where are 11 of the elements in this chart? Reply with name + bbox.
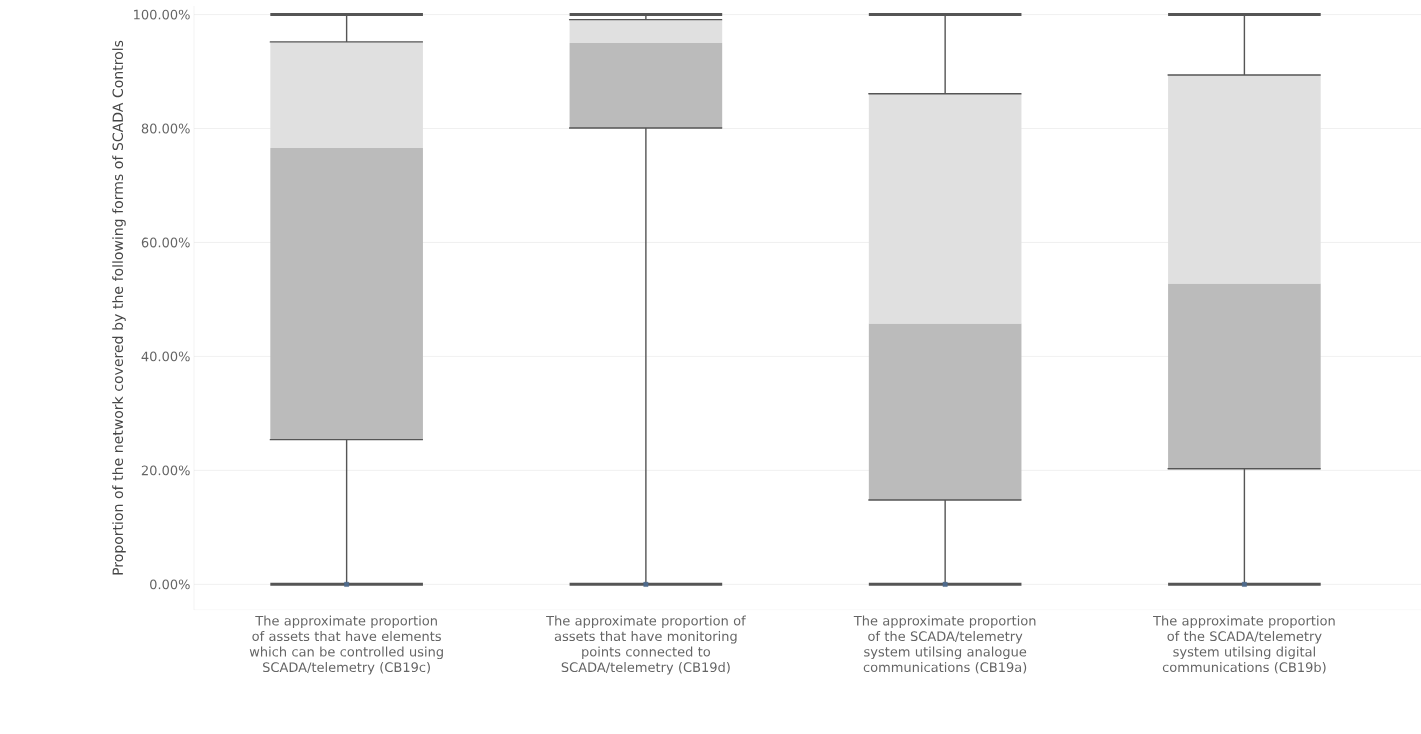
y-tick-label: 80.00%	[141, 123, 190, 134]
y-tick-label: 60.00%	[141, 237, 190, 248]
x-tick-label: The approximate proportion of the SCADA/telemetry system utilsing digital communications (CB19b)	[1153, 615, 1335, 674]
y-tick-label: 20.00%	[141, 465, 190, 476]
y-tick-label: 40.00%	[141, 351, 190, 362]
x-tick-label: The approximate proportion of assets that have monitoring points connected to SCADA/telemetry (CB19d)	[546, 615, 746, 675]
x-tick-label: The approximate proportion of assets that have elements which can be controlled using SCADA/telemetry (CB19c)	[249, 615, 443, 675]
y-tick-label: 100.00%	[134, 9, 190, 20]
y-axis-title: Proportion of the network covered by the following forms of SCADA Controls	[112, 40, 126, 575]
x-tick-label: The approximate proportion of the SCADA/telemetry system utilsing analogue communications (CB19a)	[853, 615, 1036, 674]
y-tick-label: 0.00%	[150, 579, 190, 590]
